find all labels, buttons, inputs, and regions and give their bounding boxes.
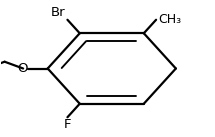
Text: F: F <box>64 118 71 131</box>
Text: Br: Br <box>51 6 65 19</box>
Text: O: O <box>17 62 27 75</box>
Text: CH₃: CH₃ <box>158 13 181 26</box>
